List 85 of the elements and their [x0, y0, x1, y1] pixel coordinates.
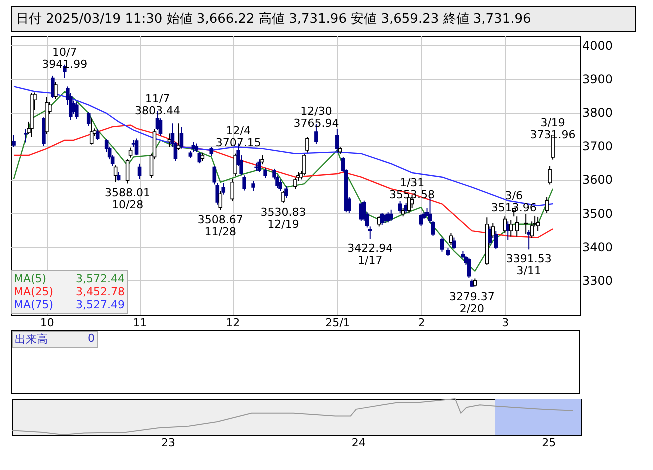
candlestick [86, 112, 91, 126]
annotation: 3,527.49 [76, 298, 125, 312]
annotation: 3,452.78 [76, 286, 125, 298]
candlestick [467, 257, 472, 279]
candlestick [134, 138, 139, 156]
candlestick [302, 154, 306, 176]
candlestick [494, 230, 498, 250]
text: MA(5) [14, 272, 47, 286]
y-tick-label: 3600 [582, 173, 614, 188]
candlestick [368, 226, 372, 240]
candlestick [336, 128, 340, 154]
candlestick [54, 82, 58, 100]
candlestick [284, 186, 288, 199]
candlestick [398, 201, 402, 214]
candlestick [90, 118, 94, 146]
candlestick [218, 190, 223, 211]
candlestick [258, 159, 262, 173]
candlestick [452, 237, 456, 250]
x-tick-label: 2 [418, 316, 426, 330]
candlestick [252, 180, 256, 192]
candlestick [515, 216, 520, 238]
candlestick [278, 179, 282, 192]
candlestick [24, 128, 28, 144]
candlestick [260, 155, 264, 166]
annotation: 10/7 3941.99 [42, 46, 88, 71]
candlestick [503, 216, 508, 234]
chart-title: 日付 2025/03/19 11:30 始値 3,666.22 高値 3,731.96 安値 3,659.23 終値 3,731.96 [11, 6, 636, 32]
x-tick-label: 11 [133, 316, 148, 330]
x-tick-label: 12 [226, 316, 240, 330]
candlestick [138, 163, 142, 180]
candlestick [216, 182, 220, 206]
x-tick-label: 25/1 [326, 316, 350, 330]
candlestick [96, 128, 100, 141]
annotation: 3588.01 10/28 [105, 186, 151, 212]
text: 0 [88, 332, 95, 347]
annotation: 3279.37 2/20 [449, 290, 495, 316]
candlestick [74, 102, 79, 120]
candlestick [524, 214, 528, 235]
text: 出来高 [15, 332, 48, 347]
candlestick [440, 237, 444, 252]
annotation: 12/4 3707.15 [216, 124, 262, 150]
candlestick [377, 216, 382, 228]
annotation: 3,572.44 [76, 272, 125, 286]
candlestick [536, 216, 540, 232]
candlestick [234, 153, 238, 177]
candlestick [210, 146, 214, 157]
annotation: 3/6 3513.96 [491, 190, 537, 215]
candlestick [306, 136, 310, 154]
candlestick [389, 209, 394, 222]
candlestick [180, 126, 184, 150]
candlestick [242, 175, 246, 192]
candlestick [12, 134, 16, 148]
candlestick [114, 165, 118, 183]
y-tick-label: 3300 [582, 274, 614, 288]
x-tick-label: 10 [40, 316, 54, 330]
y-tick-label: 3900 [582, 72, 614, 86]
candlestick [264, 167, 268, 179]
candlestick [282, 190, 286, 204]
annotation: 12/30 3765.94 [294, 104, 340, 130]
candlestick [126, 159, 130, 184]
text: MA(75) [14, 298, 54, 312]
annotation: 3508.67 11/28 [198, 213, 244, 238]
x-tick-label: 23 [162, 436, 176, 450]
candlestick [128, 147, 133, 158]
annotation: 11/7 3803.44 [134, 92, 180, 118]
candlestick [545, 196, 549, 214]
annotation: 3530.83 12/19 [260, 206, 306, 231]
candlestick [509, 219, 514, 238]
y-tick-label: 3700 [582, 140, 614, 154]
y-tick-label: 3800 [582, 106, 614, 120]
x-tick-label: 25 [542, 436, 556, 450]
y-tick-label: 4000 [582, 38, 614, 53]
candlestick [222, 182, 226, 196]
candlestick [230, 178, 235, 202]
y-tick-label: 3400 [582, 240, 614, 254]
x-tick-label: 3 [502, 316, 510, 330]
text: MA(25) [14, 286, 54, 298]
candlestick [419, 214, 424, 227]
candlestick [212, 166, 217, 186]
x-tick-label: 24 [352, 436, 366, 450]
annotation: 3422.94 1/17 [348, 242, 394, 268]
annotation: 3/19 3731.96 [530, 116, 576, 142]
annotation: 3391.53 3/11 [506, 252, 552, 278]
y-tick-label: 3500 [582, 206, 614, 221]
candlestick [548, 166, 552, 186]
